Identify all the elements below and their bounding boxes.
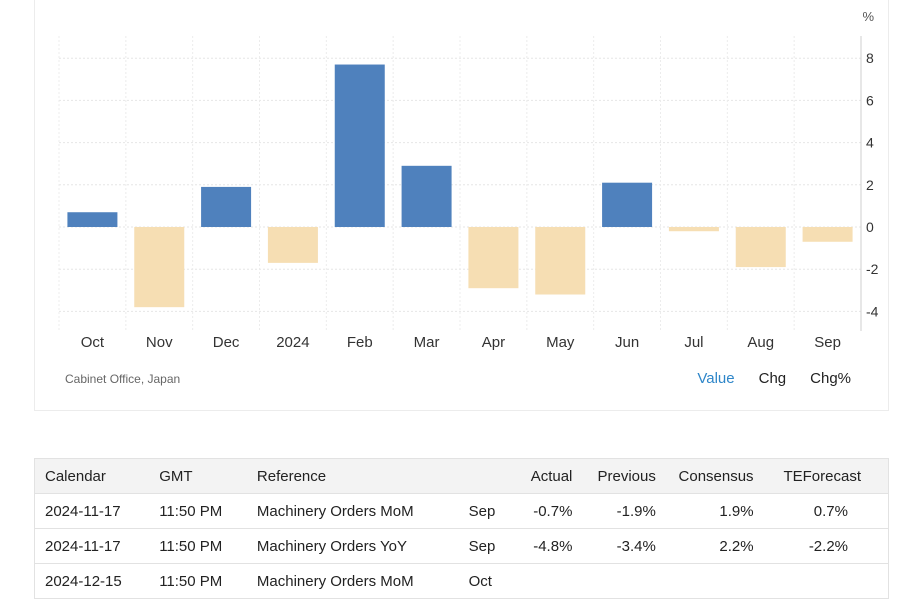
cell-previous: -3.4% <box>572 528 656 564</box>
header-teforecast[interactable]: TEForecast <box>753 458 889 494</box>
cell-actual: -4.8% <box>513 528 573 564</box>
cell-period: Oct <box>468 563 514 599</box>
header-calendar[interactable]: Calendar <box>34 458 160 494</box>
cell-previous <box>572 563 656 599</box>
grid <box>58 36 862 331</box>
header-period <box>468 458 514 494</box>
cell-reference-link[interactable]: Machinery Orders MoM <box>256 563 469 599</box>
y-tick-label: 2 <box>866 177 874 193</box>
x-tick-label: Oct <box>81 334 105 351</box>
table-row: 2024-11-17 11:50 PM Machinery Orders MoM… <box>34 493 889 529</box>
x-tick-label: 2024 <box>276 334 309 351</box>
cell-date: 2024-12-15 <box>34 563 160 599</box>
bar-jun[interactable] <box>602 182 653 227</box>
cell-actual: -0.7% <box>513 493 573 529</box>
bars <box>67 64 853 308</box>
table-row: 2024-11-17 11:50 PM Machinery Orders YoY… <box>34 528 889 564</box>
tab-value[interactable]: Value <box>697 370 735 387</box>
cell-consensus <box>655 563 754 599</box>
bar-aug[interactable] <box>735 227 786 268</box>
header-actual[interactable]: Actual <box>513 458 573 494</box>
header-gmt[interactable]: GMT <box>159 458 257 494</box>
x-tick-label: Aug <box>747 334 774 351</box>
bar-jul[interactable] <box>668 227 719 232</box>
cell-reference-link[interactable]: Machinery Orders YoY <box>256 528 469 564</box>
x-tick-label: Apr <box>482 334 505 351</box>
y-tick-label: 8 <box>866 50 874 66</box>
bar-feb[interactable] <box>334 64 385 227</box>
y-tick-label: 0 <box>866 219 874 235</box>
y-tick-label: 4 <box>866 135 874 151</box>
cell-period: Sep <box>468 528 514 564</box>
x-tick-label: Jul <box>684 334 703 351</box>
y-axis-unit: % <box>862 9 874 24</box>
bar-oct[interactable] <box>67 212 118 227</box>
cell-teforecast <box>753 563 889 599</box>
y-tick-label: -4 <box>866 303 879 319</box>
chart-panel <box>34 0 889 411</box>
x-tick-label: May <box>546 334 575 351</box>
y-tick-label: 6 <box>866 92 874 108</box>
cell-previous: -1.9% <box>572 493 656 529</box>
cell-gmt: 11:50 PM <box>159 528 257 564</box>
x-tick-label: Dec <box>213 334 240 351</box>
cell-consensus: 2.2% <box>655 528 754 564</box>
cell-date: 2024-11-17 <box>34 528 160 564</box>
cell-consensus: 1.9% <box>655 493 754 529</box>
bar-sep[interactable] <box>802 227 853 242</box>
bar-apr[interactable] <box>468 227 519 289</box>
cell-teforecast: 0.7% <box>753 493 889 529</box>
cell-date: 2024-11-17 <box>34 493 160 529</box>
cell-reference-link[interactable]: Machinery Orders MoM <box>256 493 469 529</box>
cell-gmt: 11:50 PM <box>159 563 257 599</box>
source-label: Cabinet Office, Japan <box>65 372 181 386</box>
bar-2024[interactable] <box>267 227 318 263</box>
y-axis-ticks: 8 6 4 2 0 -2 -4 <box>866 50 879 319</box>
bar-may[interactable] <box>535 227 586 295</box>
header-consensus[interactable]: Consensus <box>655 458 754 494</box>
cell-gmt: 11:50 PM <box>159 493 257 529</box>
cell-period: Sep <box>468 493 514 529</box>
header-reference[interactable]: Reference <box>256 458 469 494</box>
calendar-header-row: Calendar GMT Reference Actual Previous C… <box>34 458 889 494</box>
x-tick-label: Feb <box>347 334 373 351</box>
x-tick-label: Sep <box>814 334 841 351</box>
header-previous[interactable]: Previous <box>572 458 656 494</box>
x-axis-ticks: Oct Nov Dec 2024 Feb Mar Apr May Jun Jul Aug Sep <box>81 334 841 351</box>
tab-chg-percent[interactable]: Chg% <box>810 370 851 387</box>
bar-nov[interactable] <box>134 227 185 308</box>
cell-actual <box>513 563 573 599</box>
tab-chg[interactable]: Chg <box>758 370 787 387</box>
y-tick-label: -2 <box>866 261 879 277</box>
bar-dec[interactable] <box>201 186 252 227</box>
x-tick-label: Nov <box>146 334 173 351</box>
x-tick-label: Mar <box>414 334 440 351</box>
bar-mar[interactable] <box>401 165 452 227</box>
calendar-table: Calendar GMT Reference Actual Previous C… <box>34 458 889 599</box>
bar-chart: 8 6 4 2 0 -2 -4 Oct Nov Dec 2024 Feb Mar Apr May Jun Ju… <box>58 9 879 351</box>
table-row: 2024-12-15 11:50 PM Machinery Orders MoM… <box>34 563 889 599</box>
chart-mode-tabs: Value Chg Chg% <box>673 370 851 387</box>
cell-teforecast: -2.2% <box>753 528 889 564</box>
x-tick-label: Jun <box>615 334 639 351</box>
